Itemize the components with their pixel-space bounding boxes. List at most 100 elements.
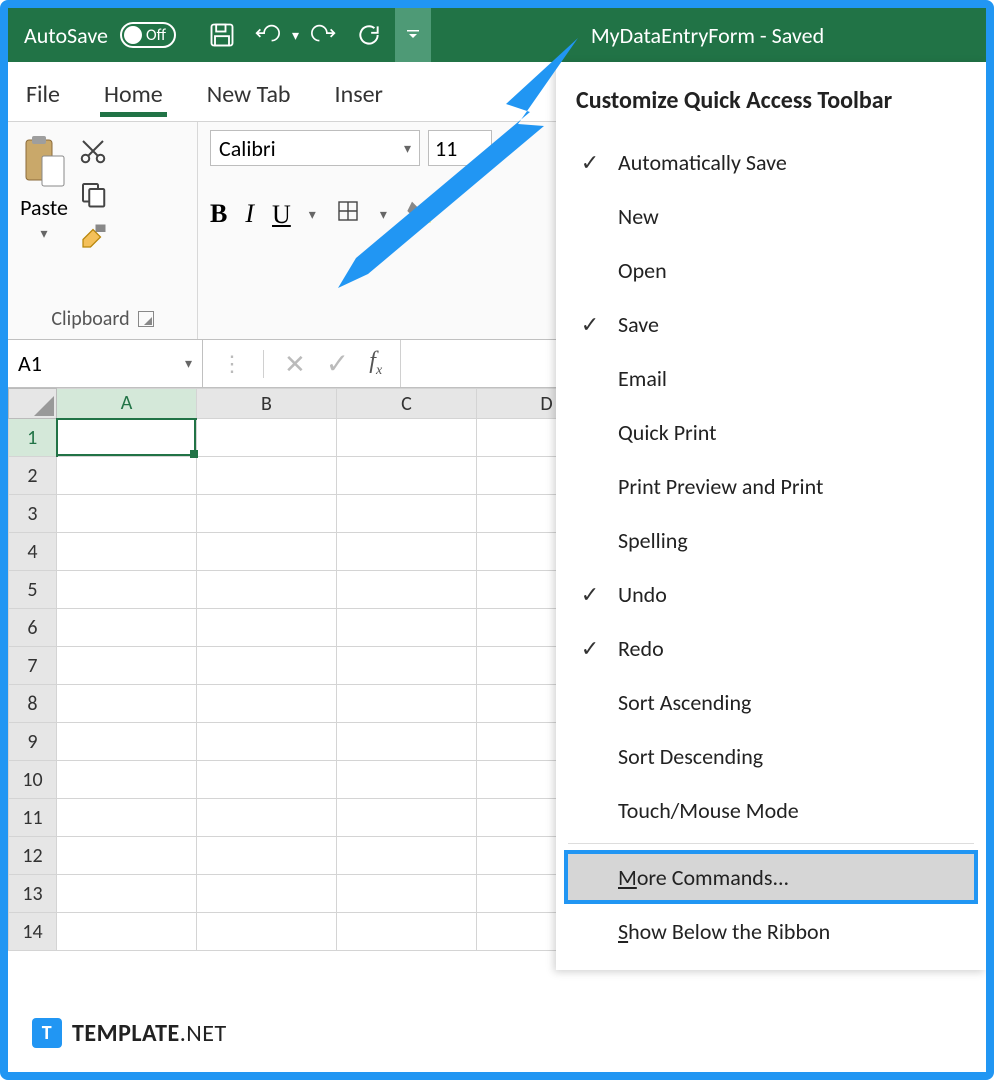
cell[interactable] (337, 571, 477, 609)
enter-formula-icon[interactable]: ✓ (326, 346, 349, 381)
tab-insert[interactable]: Inser (331, 70, 387, 121)
cell[interactable] (337, 457, 477, 495)
paste-button[interactable]: Paste ▾ (20, 130, 68, 242)
row-header[interactable]: 3 (9, 495, 57, 533)
menu-item[interactable]: ✓Redo (568, 621, 974, 675)
format-painter-icon[interactable] (78, 222, 108, 257)
menu-item[interactable]: Print Preview and Print (568, 459, 974, 513)
insert-function-icon[interactable]: fx (369, 348, 382, 379)
cell[interactable] (57, 533, 197, 571)
row-header[interactable]: 7 (9, 647, 57, 685)
autosave-toggle[interactable]: Off (120, 22, 176, 48)
menu-item[interactable]: New (568, 189, 974, 243)
cell[interactable] (197, 571, 337, 609)
cell[interactable] (197, 799, 337, 837)
cell[interactable] (57, 837, 197, 875)
cell[interactable] (197, 419, 337, 457)
cell[interactable] (57, 647, 197, 685)
cell[interactable] (57, 685, 197, 723)
font-name-select[interactable]: Calibri ▾ (210, 130, 420, 166)
cell[interactable] (197, 875, 337, 913)
tab-newtab[interactable]: New Tab (203, 70, 295, 121)
menu-item[interactable]: Sort Ascending (568, 675, 974, 729)
cell[interactable] (57, 609, 197, 647)
cell[interactable] (337, 799, 477, 837)
italic-button[interactable]: I (245, 199, 254, 229)
row-header[interactable]: 9 (9, 723, 57, 761)
menu-item[interactable]: Email (568, 351, 974, 405)
cell[interactable] (197, 647, 337, 685)
cell[interactable] (337, 837, 477, 875)
cell[interactable] (197, 457, 337, 495)
menu-item[interactable]: ✓Undo (568, 567, 974, 621)
column-header[interactable]: B (197, 389, 337, 419)
row-header[interactable]: 12 (9, 837, 57, 875)
cell[interactable] (57, 571, 197, 609)
borders-dropdown-icon[interactable]: ▾ (380, 206, 387, 223)
cell[interactable] (337, 685, 477, 723)
row-header[interactable]: 4 (9, 533, 57, 571)
undo-icon[interactable] (248, 17, 284, 53)
tab-home[interactable]: Home (100, 70, 167, 121)
cell[interactable] (197, 685, 337, 723)
cell[interactable] (197, 837, 337, 875)
cell[interactable] (197, 723, 337, 761)
cell[interactable] (197, 913, 337, 951)
row-header[interactable]: 13 (9, 875, 57, 913)
cell[interactable] (337, 609, 477, 647)
undo-dropdown-icon[interactable]: ▾ (292, 27, 299, 44)
cell[interactable] (197, 533, 337, 571)
row-header[interactable]: 11 (9, 799, 57, 837)
underline-dropdown-icon[interactable]: ▾ (309, 206, 316, 223)
cell[interactable] (337, 419, 477, 457)
cell[interactable] (57, 495, 197, 533)
menu-item[interactable]: Sort Descending (568, 729, 974, 783)
refresh-icon[interactable] (351, 17, 387, 53)
row-header[interactable]: 1 (9, 419, 57, 457)
row-header[interactable]: 8 (9, 685, 57, 723)
menu-item[interactable]: Open (568, 243, 974, 297)
cell[interactable] (57, 913, 197, 951)
row-header[interactable]: 2 (9, 457, 57, 495)
tab-file[interactable]: File (22, 70, 64, 121)
name-box[interactable]: A1 ▾ (8, 340, 203, 387)
cell[interactable] (337, 533, 477, 571)
cell[interactable] (57, 457, 197, 495)
cell[interactable] (197, 609, 337, 647)
cell[interactable] (337, 723, 477, 761)
namebox-dropdown-icon[interactable]: ▾ (185, 355, 192, 372)
underline-button[interactable]: U (272, 198, 291, 230)
row-header[interactable]: 6 (9, 609, 57, 647)
cancel-formula-icon[interactable]: ✕ (284, 348, 306, 380)
cell[interactable] (57, 761, 197, 799)
column-header[interactable]: C (337, 389, 477, 419)
menu-item[interactable]: Quick Print (568, 405, 974, 459)
menu-item[interactable]: Touch/Mouse Mode (568, 783, 974, 837)
cell[interactable] (337, 913, 477, 951)
row-header[interactable]: 5 (9, 571, 57, 609)
cell[interactable] (337, 495, 477, 533)
row-header[interactable]: 14 (9, 913, 57, 951)
cell[interactable] (57, 799, 197, 837)
row-header[interactable]: 10 (9, 761, 57, 799)
customize-qat-button[interactable] (395, 8, 431, 62)
cell[interactable] (337, 875, 477, 913)
clipboard-launcher-icon[interactable] (138, 311, 154, 327)
column-header[interactable]: A (57, 389, 197, 419)
cell[interactable] (197, 495, 337, 533)
copy-icon[interactable] (78, 179, 108, 214)
cell[interactable] (337, 647, 477, 685)
cell[interactable] (57, 875, 197, 913)
menu-item[interactable]: ✓Save (568, 297, 974, 351)
menu-item[interactable]: Spelling (568, 513, 974, 567)
fill-color-button[interactable] (405, 198, 433, 230)
save-icon[interactable] (204, 17, 240, 53)
cell[interactable] (197, 761, 337, 799)
cell[interactable] (57, 723, 197, 761)
redo-icon[interactable] (307, 17, 343, 53)
menu-item[interactable]: ✓Automatically Save (568, 135, 974, 189)
cell[interactable] (337, 761, 477, 799)
paste-dropdown-icon[interactable]: ▾ (40, 225, 47, 242)
cut-icon[interactable] (78, 136, 108, 171)
font-size-select[interactable]: 11 (428, 130, 492, 166)
